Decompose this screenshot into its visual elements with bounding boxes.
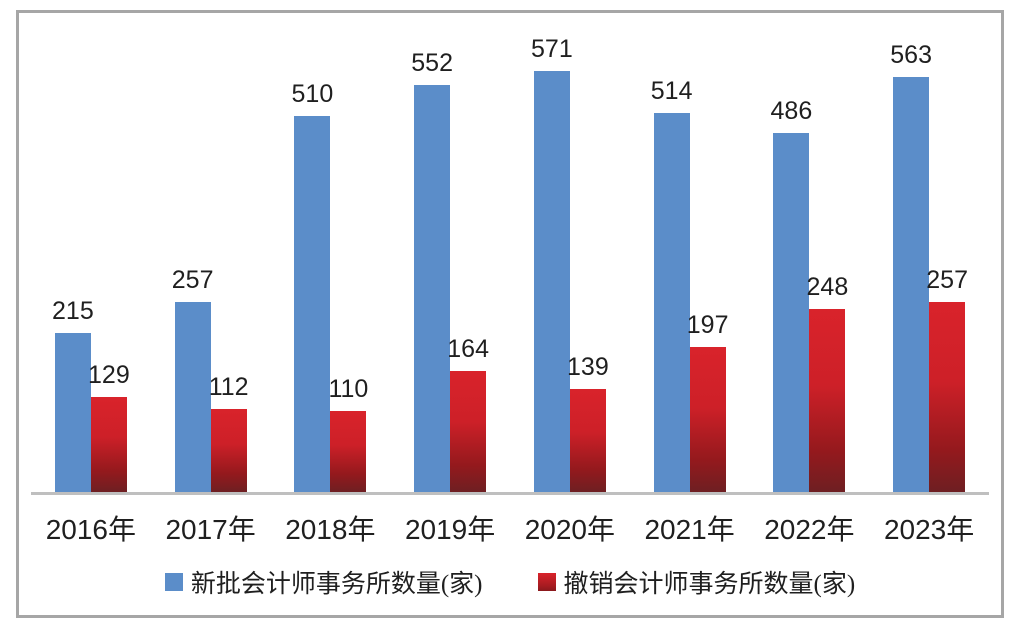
data-label: 197 (686, 311, 729, 339)
bar-new-firms (773, 133, 810, 492)
bar-col-revoked: 248 (807, 273, 848, 492)
x-axis-tick-label: 2017年 (165, 514, 256, 545)
bars-row: 215 129 257 112 510 110 552 164 571 139 514 197 486 2… (31, 13, 989, 492)
chart-frame: 215 129 257 112 510 110 552 164 571 139 514 197 486 2… (16, 10, 1004, 618)
bar-col-revoked: 139 (567, 353, 609, 492)
bar-col-new: 514 (650, 77, 693, 492)
plot-area: 215 129 257 112 510 110 552 164 571 139 514 197 486 2… (31, 13, 989, 492)
bar-col-revoked: 164 (447, 335, 489, 492)
x-axis-tick-label: 2021年 (644, 514, 735, 545)
data-label: 248 (806, 273, 849, 301)
bar-revoked-firms (569, 389, 606, 492)
legend-label: 撤销会计师事务所数量(家) (563, 571, 856, 598)
bar-col-new: 571 (531, 35, 573, 492)
data-label: 110 (328, 375, 369, 403)
bar-revoked-firms (809, 309, 846, 492)
x-axis-tick-label: 2022年 (764, 514, 855, 545)
bar-group: 510 110 (292, 80, 369, 492)
bar-new-firms (653, 113, 690, 492)
bar-col-revoked: 112 (208, 373, 249, 492)
bar-revoked-firms (450, 371, 487, 492)
data-label: 257 (171, 266, 214, 294)
bar-group: 514 197 (650, 77, 729, 492)
bar-group: 563 257 (890, 41, 968, 492)
bar-group: 257 112 (171, 266, 249, 492)
data-label: 257 (926, 266, 968, 294)
x-axis-tick-label: 2016年 (45, 514, 137, 545)
bar-col-new: 486 (771, 97, 812, 492)
bar-revoked-firms (929, 302, 966, 492)
data-label: 112 (208, 373, 249, 401)
data-label: 510 (291, 80, 334, 108)
bar-new-firms (533, 71, 570, 492)
x-axis-tick-label: 2020年 (524, 514, 616, 545)
bar-col-new: 510 (292, 80, 333, 492)
bar-new-firms (294, 116, 331, 492)
legend-swatch-blue-icon (164, 573, 183, 591)
legend-item-new-firms: 新批会计师事务所数量(家) (164, 564, 483, 600)
bar-group: 215 129 (52, 297, 130, 492)
bar-new-firms (54, 333, 91, 492)
bar-col-revoked: 197 (686, 311, 729, 492)
data-label: 571 (531, 35, 573, 63)
data-label: 552 (411, 49, 453, 77)
bar-new-firms (174, 302, 211, 492)
bar-col-new: 257 (171, 266, 214, 492)
x-axis-tick-label: 2023年 (883, 514, 975, 545)
x-axis-tick-label: 2019年 (404, 514, 496, 545)
data-label: 486 (770, 97, 813, 125)
x-axis-tick-label: 2018年 (285, 514, 376, 545)
data-label: 129 (88, 361, 130, 389)
legend-item-revoked-firms: 撤销会计师事务所数量(家) (537, 564, 856, 600)
bar-revoked-firms (689, 347, 726, 492)
data-label: 164 (447, 335, 489, 363)
bar-revoked-firms (330, 411, 367, 492)
bar-col-revoked: 129 (88, 361, 130, 492)
bar-col-new: 215 (52, 297, 94, 492)
bar-col-new: 563 (890, 41, 932, 492)
data-label: 514 (650, 77, 693, 105)
bar-group: 571 139 (531, 35, 609, 492)
bar-new-firms (414, 85, 451, 492)
bar-group: 486 248 (771, 97, 848, 492)
bar-col-revoked: 257 (926, 266, 968, 492)
x-axis-line (31, 492, 989, 495)
data-label: 563 (890, 41, 932, 69)
legend: 新批会计师事务所数量(家) 撤销会计师事务所数量(家) (19, 564, 1001, 600)
legend-swatch-red-icon (537, 573, 556, 591)
bar-col-new: 552 (411, 49, 453, 492)
bar-revoked-firms (210, 409, 247, 492)
bar-group: 552 164 (411, 49, 489, 492)
bar-col-revoked: 110 (328, 375, 369, 492)
legend-label: 新批会计师事务所数量(家) (190, 571, 483, 598)
x-axis-labels: 2016年 2017年 2018年 2019年 2020年 2021年 2022年 2023年 (31, 495, 989, 548)
data-label: 215 (52, 297, 94, 325)
bar-revoked-firms (90, 397, 127, 492)
bar-new-firms (893, 77, 930, 492)
data-label: 139 (567, 353, 609, 381)
